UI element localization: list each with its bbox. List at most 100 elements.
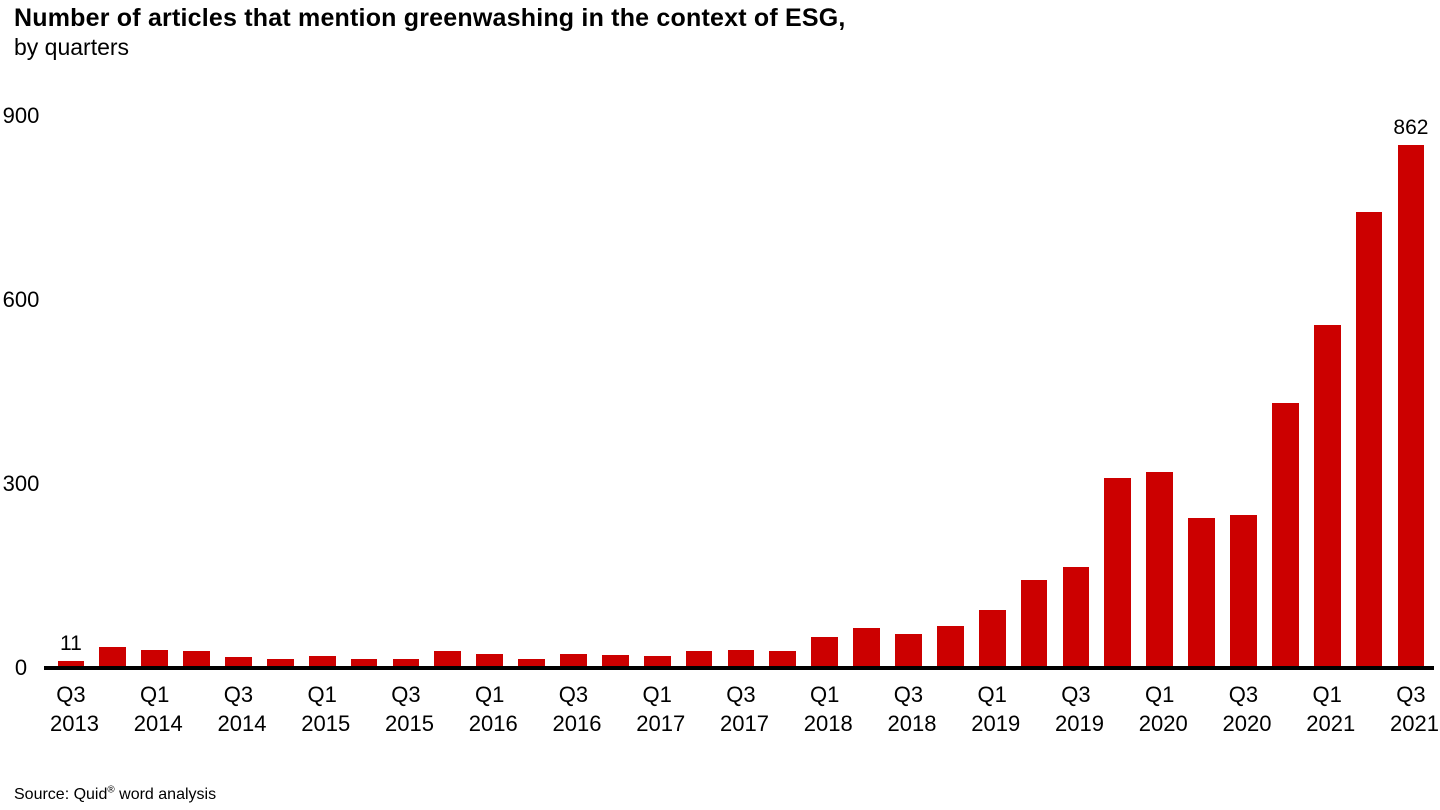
bar-slot: [1055, 116, 1097, 668]
x-tick-label: Q3 2020: [1222, 682, 1272, 736]
x-tick-label: [176, 680, 218, 738]
x-tick-label: Q3 2015: [385, 682, 434, 736]
registered-mark: ®: [107, 784, 115, 796]
x-tick-label: Q1 2014: [133, 682, 183, 736]
x-tick-label: Q3 2021: [1390, 682, 1439, 736]
y-tick-label: 900: [2, 103, 40, 128]
bar-slot: 862: [1390, 116, 1432, 668]
bar-slot: [259, 116, 301, 668]
bar: [225, 656, 252, 668]
bar: [308, 655, 336, 668]
bar: [1313, 324, 1341, 668]
bar-slot: [846, 116, 888, 668]
bar: [560, 653, 587, 668]
source-note: Source: Quid® word analysis: [14, 784, 216, 804]
bar-slot: [553, 116, 595, 668]
bar: [266, 659, 294, 668]
bar-slot: [888, 116, 930, 668]
bar: [685, 651, 713, 668]
bar-slot: [1306, 116, 1348, 668]
x-tick-label: [259, 680, 301, 738]
bar-slot: [92, 116, 134, 668]
bar: [1104, 477, 1132, 668]
bar-slot: [1139, 116, 1181, 668]
x-tick-label: [678, 680, 720, 738]
bar: [1355, 212, 1383, 668]
bar: [141, 649, 169, 668]
bar: [1230, 514, 1257, 668]
bar-slot: [1223, 116, 1265, 668]
x-tick-label: [929, 680, 971, 738]
x-tick-label: [427, 680, 469, 738]
bar-slot: [971, 116, 1013, 668]
bar-slot: [1097, 116, 1139, 668]
bar: [853, 627, 880, 668]
bar-slot: [427, 116, 469, 668]
bar-series: 11 862: [50, 116, 1432, 668]
y-axis: 0 300 600 900: [0, 103, 42, 680]
bar-slot: [636, 116, 678, 668]
bar-slot: [385, 116, 427, 668]
y-tick-label: 300: [2, 471, 40, 496]
x-axis-line: [44, 666, 1434, 670]
source-text: Source: Quid: [14, 786, 108, 803]
bar: [350, 659, 378, 668]
bar: [769, 651, 797, 668]
bar-slot: [343, 116, 385, 668]
bar-slot: [804, 116, 846, 668]
chart-title: Number of articles that mention greenwas…: [14, 4, 846, 32]
x-tick-label: Q3 2013: [50, 682, 99, 736]
x-tick-label: Q1 2018: [803, 682, 853, 736]
bar-slot: 11: [50, 116, 92, 668]
x-tick-label: [1013, 680, 1055, 738]
bar: [1188, 517, 1215, 668]
bar: [476, 653, 504, 668]
bar: [601, 654, 629, 668]
bar-slot: [1181, 116, 1223, 668]
bar-slot: [762, 116, 804, 668]
bar: [1397, 145, 1425, 668]
bar: [1062, 566, 1090, 668]
x-tick-label: [762, 680, 804, 738]
bar: [183, 650, 210, 668]
x-tick-label: Q3 2019: [1055, 682, 1104, 736]
x-tick-label: [1264, 680, 1306, 738]
bar: [518, 659, 545, 668]
x-tick-label: [92, 680, 134, 738]
bar-slot: [134, 116, 176, 668]
bar-slot: [511, 116, 553, 668]
bar: [392, 658, 420, 668]
bar: [99, 646, 127, 668]
x-tick-label: Q3 2016: [552, 682, 602, 736]
bar-slot: [301, 116, 343, 668]
bar-slot: [1013, 116, 1055, 668]
bar-slot: [176, 116, 218, 668]
bar: [1020, 580, 1048, 668]
bar-slot: [929, 116, 971, 668]
bar-slot: [218, 116, 260, 668]
x-tick-label: Q3 2017: [720, 682, 769, 736]
bar: [434, 650, 462, 668]
bar: [727, 649, 755, 668]
y-tick-label: 600: [2, 287, 40, 312]
bar: [811, 637, 839, 668]
x-tick-label: [511, 680, 553, 738]
bar: [895, 634, 922, 668]
x-tick-label: Q3 2014: [217, 682, 267, 736]
chart-subtitle: by quarters: [14, 34, 130, 60]
bar-slot: [469, 116, 511, 668]
bar-slot: [1348, 116, 1390, 668]
bar-value-label: 11: [60, 632, 82, 656]
bar-value-label: 862: [1393, 116, 1429, 139]
bar: [936, 626, 964, 668]
x-tick-label: Q1 2019: [971, 682, 1021, 736]
bar-slot: [594, 116, 636, 668]
x-tick-label: Q3 2018: [887, 682, 937, 736]
bar-slot: [720, 116, 762, 668]
x-tick-label: Q1 2017: [636, 682, 686, 736]
x-tick-label: Q1 2020: [1138, 682, 1188, 736]
bar: [1146, 471, 1174, 668]
bar: [643, 655, 671, 668]
x-tick-label: Q1 2016: [468, 682, 518, 736]
